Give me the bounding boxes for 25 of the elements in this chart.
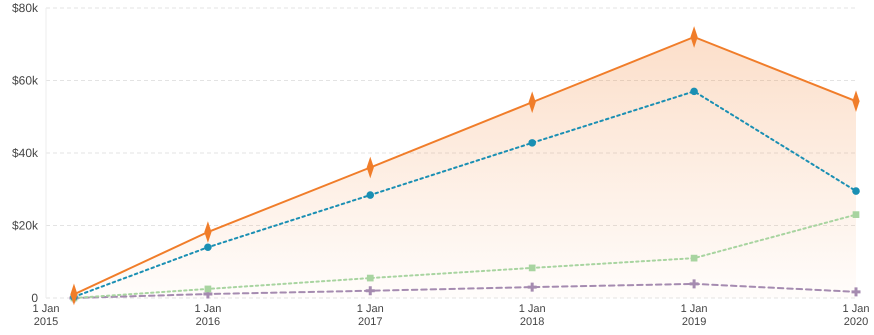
x-tick-label: 1 Jan 2018 [518,303,546,328]
point [528,264,536,272]
point [528,282,537,292]
y-tick-label: 0 [31,291,38,306]
x-tick-label: 1 Jan 2016 [194,303,222,328]
point [852,211,860,218]
point [366,286,375,296]
point [204,243,212,252]
point [852,287,860,296]
x-tick-label: 1 Jan 2015 [32,303,60,328]
x-tick-label: 1 Jan 2020 [842,303,870,328]
x-tick-label: 1 Jan 2017 [356,303,384,328]
point [852,187,860,195]
x-tick-label: 1 Jan 2019 [680,303,708,328]
point [690,279,699,288]
y-tick-label: $60k [12,74,39,88]
point [528,139,536,147]
point [690,88,698,96]
y-tick-label: $40k [12,146,39,160]
y-tick-label: $20k [12,218,39,233]
point [204,286,212,292]
point [690,254,698,262]
point [366,274,374,282]
y-tick-label: $80k [12,1,39,16]
point [366,191,374,199]
